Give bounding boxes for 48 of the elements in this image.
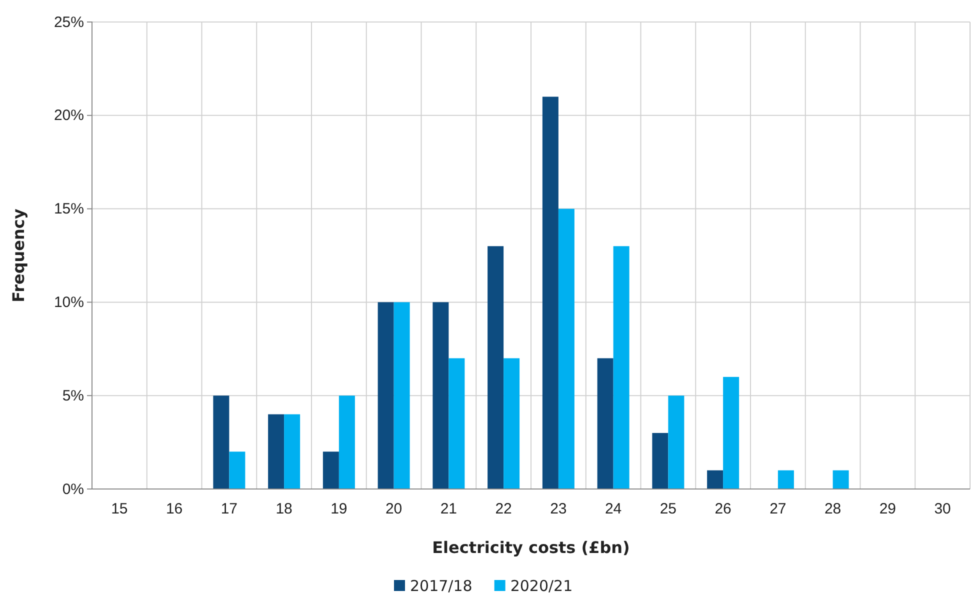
bar: [448, 358, 465, 489]
x-tick-label: 18: [276, 500, 292, 518]
bar: [394, 302, 410, 489]
x-tick-label: 29: [879, 500, 896, 518]
y-tick-label: 0%: [62, 480, 84, 498]
x-tick-label: 21: [440, 500, 458, 518]
bar: [378, 302, 394, 489]
x-tick-label: 16: [166, 500, 183, 518]
bar: [707, 470, 724, 489]
y-tick-label: 10%: [54, 294, 84, 311]
bar: [542, 96, 558, 489]
bar: [504, 358, 520, 489]
bar: [268, 414, 284, 489]
x-tick-label: 26: [714, 500, 732, 518]
x-tick-label: 24: [604, 500, 622, 518]
x-tick-label: 17: [220, 500, 238, 518]
legend-label: 2020/21: [510, 577, 573, 595]
bar: [284, 414, 300, 489]
x-tick-label: 15: [111, 500, 128, 518]
bar: [723, 376, 740, 489]
y-tick-label: 25%: [54, 14, 84, 31]
x-tick-label: 30: [934, 500, 951, 518]
x-tick-label: 20: [385, 500, 402, 518]
x-tick-label: 19: [330, 500, 348, 518]
y-tick-label: 5%: [62, 387, 84, 404]
y-axis-title: Frequency: [9, 208, 28, 302]
bar: [832, 470, 849, 489]
bar: [213, 396, 230, 489]
x-tick-label: 28: [824, 500, 842, 518]
bar: [488, 246, 504, 489]
bar: [652, 432, 668, 489]
bar: [613, 246, 630, 489]
x-tick-label: 22: [495, 500, 512, 518]
bar: [432, 302, 449, 489]
y-tick-label: 15%: [54, 200, 84, 218]
x-axis-title: Electricity costs (£bn): [432, 538, 630, 557]
bar: [668, 396, 684, 489]
bar: [229, 452, 246, 489]
x-tick-label: 23: [550, 500, 567, 518]
x-tick-label: 27: [770, 500, 786, 518]
bar: [778, 470, 794, 489]
x-tick-label: 25: [660, 500, 677, 518]
bar: [597, 358, 614, 489]
legend-label: 2017/18: [410, 577, 472, 595]
bar: [322, 452, 339, 489]
bar: [338, 396, 355, 489]
y-tick-label: 20%: [54, 107, 84, 124]
bar: [558, 208, 574, 489]
